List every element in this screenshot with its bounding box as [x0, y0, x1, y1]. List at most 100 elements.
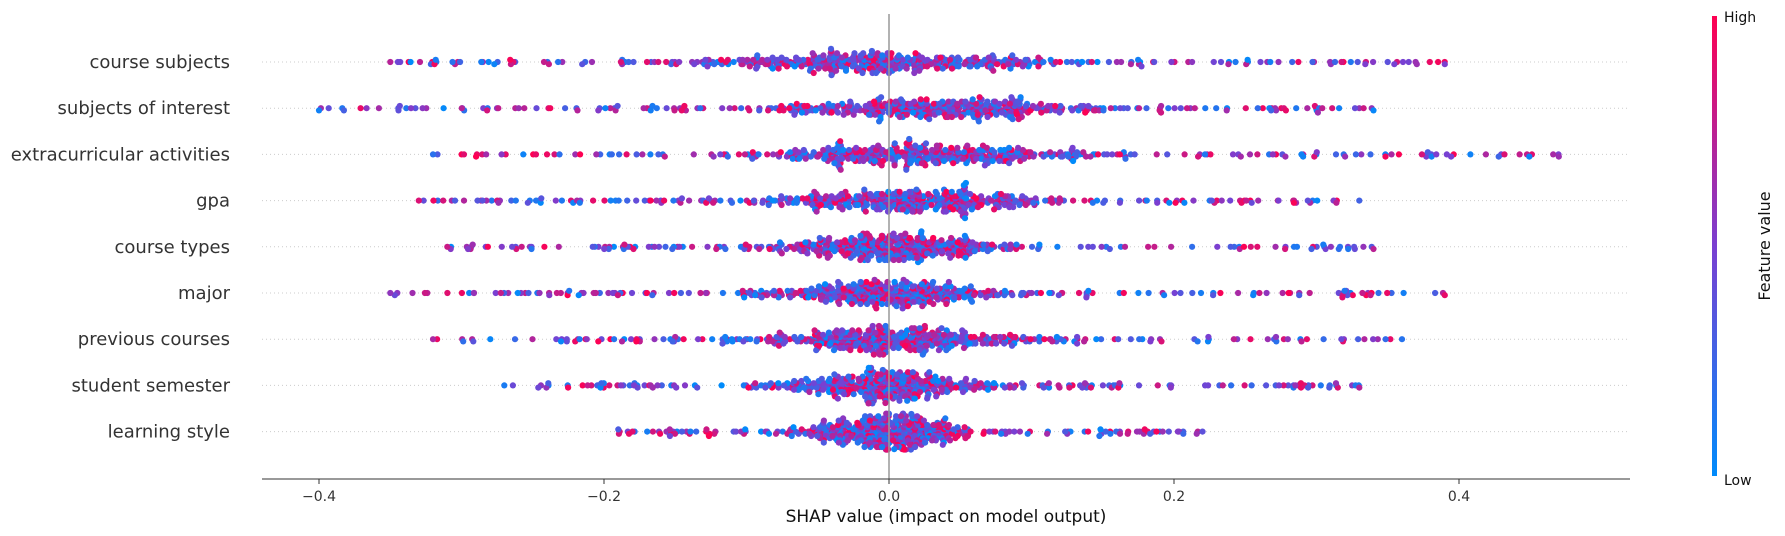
shap-point [1432, 289, 1439, 297]
shap-point [891, 446, 898, 453]
shap-point [702, 56, 709, 63]
shap-point [924, 155, 931, 162]
shap-point [834, 109, 842, 116]
shap-point [944, 388, 951, 396]
shap-point [1052, 58, 1059, 66]
shap-point [867, 190, 874, 198]
shap-point [660, 336, 667, 343]
shap-point [990, 333, 998, 341]
shap-point [1320, 241, 1327, 248]
shap-point [820, 146, 827, 154]
shap-point [916, 347, 923, 354]
shap-point [639, 151, 646, 158]
shap-point [848, 432, 855, 440]
shap-point [810, 380, 817, 387]
shap-point [850, 281, 857, 288]
shap-point [932, 160, 939, 167]
shap-point [811, 327, 818, 334]
shap-point [973, 100, 980, 107]
shap-point [863, 278, 870, 286]
shap-point [697, 105, 704, 112]
shap-point [1333, 199, 1340, 206]
shap-point [732, 428, 740, 435]
shap-point [1057, 102, 1064, 110]
shap-point [1008, 342, 1016, 349]
shap-point [1131, 151, 1138, 158]
shap-point [1255, 197, 1262, 204]
shap-point [741, 151, 749, 158]
shap-point [822, 298, 830, 305]
shap-point [830, 347, 838, 354]
shap-point [794, 241, 801, 248]
shap-point [1361, 336, 1368, 343]
shap-point [920, 417, 928, 424]
shap-point [765, 430, 773, 437]
shap-point [375, 105, 382, 112]
shap-point [536, 289, 543, 297]
shap-point [1135, 289, 1142, 297]
colorbar-title: Feature value [1755, 191, 1774, 300]
shap-point [1077, 102, 1084, 110]
shap-point [458, 105, 465, 112]
shap-point [1181, 199, 1188, 206]
shap-point [677, 289, 685, 297]
shap-point [678, 195, 686, 202]
shap-point [844, 250, 851, 257]
shap-point [868, 252, 875, 259]
shap-point [633, 338, 640, 345]
shap-point [649, 428, 657, 435]
shap-point [947, 254, 954, 261]
shap-point [1374, 336, 1381, 343]
shap-point [967, 428, 974, 435]
shap-point [1370, 245, 1377, 253]
shap-point [930, 386, 937, 393]
shap-point [1335, 245, 1342, 253]
shap-point [856, 193, 863, 200]
shap-point [961, 424, 968, 431]
shap-point [827, 340, 834, 347]
shap-point [1275, 58, 1282, 66]
shap-point [872, 111, 879, 118]
shap-point [959, 388, 967, 396]
shap-point [728, 199, 736, 206]
shap-point [555, 58, 562, 66]
shap-point [924, 250, 931, 257]
shap-point [861, 146, 869, 154]
shap-point [809, 50, 816, 57]
shap-point [1354, 58, 1361, 66]
shap-point [1235, 289, 1242, 297]
shap-point [818, 375, 825, 382]
shap-point [919, 351, 926, 358]
shap-point [857, 300, 864, 308]
shap-point [1135, 56, 1142, 63]
shap-point [930, 234, 937, 242]
shap-point [693, 428, 700, 435]
shap-point [899, 206, 906, 213]
shap-point [1009, 52, 1016, 59]
shap-point [1019, 63, 1026, 70]
shap-point [691, 61, 698, 68]
shap-point [752, 380, 759, 387]
shap-point [783, 245, 790, 253]
shap-point [1049, 338, 1056, 345]
shap-point [961, 232, 969, 239]
feature-label: major [178, 283, 231, 304]
shap-point [478, 58, 485, 66]
shap-point [814, 153, 822, 160]
shap-point [965, 201, 972, 209]
shap-point [1011, 428, 1018, 435]
shap-point [991, 149, 998, 156]
shap-point [1054, 243, 1061, 250]
shap-point [989, 157, 996, 165]
shap-point [813, 384, 820, 391]
shap-point [614, 292, 622, 299]
shap-point [776, 329, 783, 336]
shap-point [396, 102, 403, 110]
shap-point [1022, 102, 1029, 110]
shap-point [878, 94, 885, 101]
feature-label: learning style [108, 422, 230, 443]
shap-point [853, 144, 860, 151]
shap-point [992, 428, 999, 435]
